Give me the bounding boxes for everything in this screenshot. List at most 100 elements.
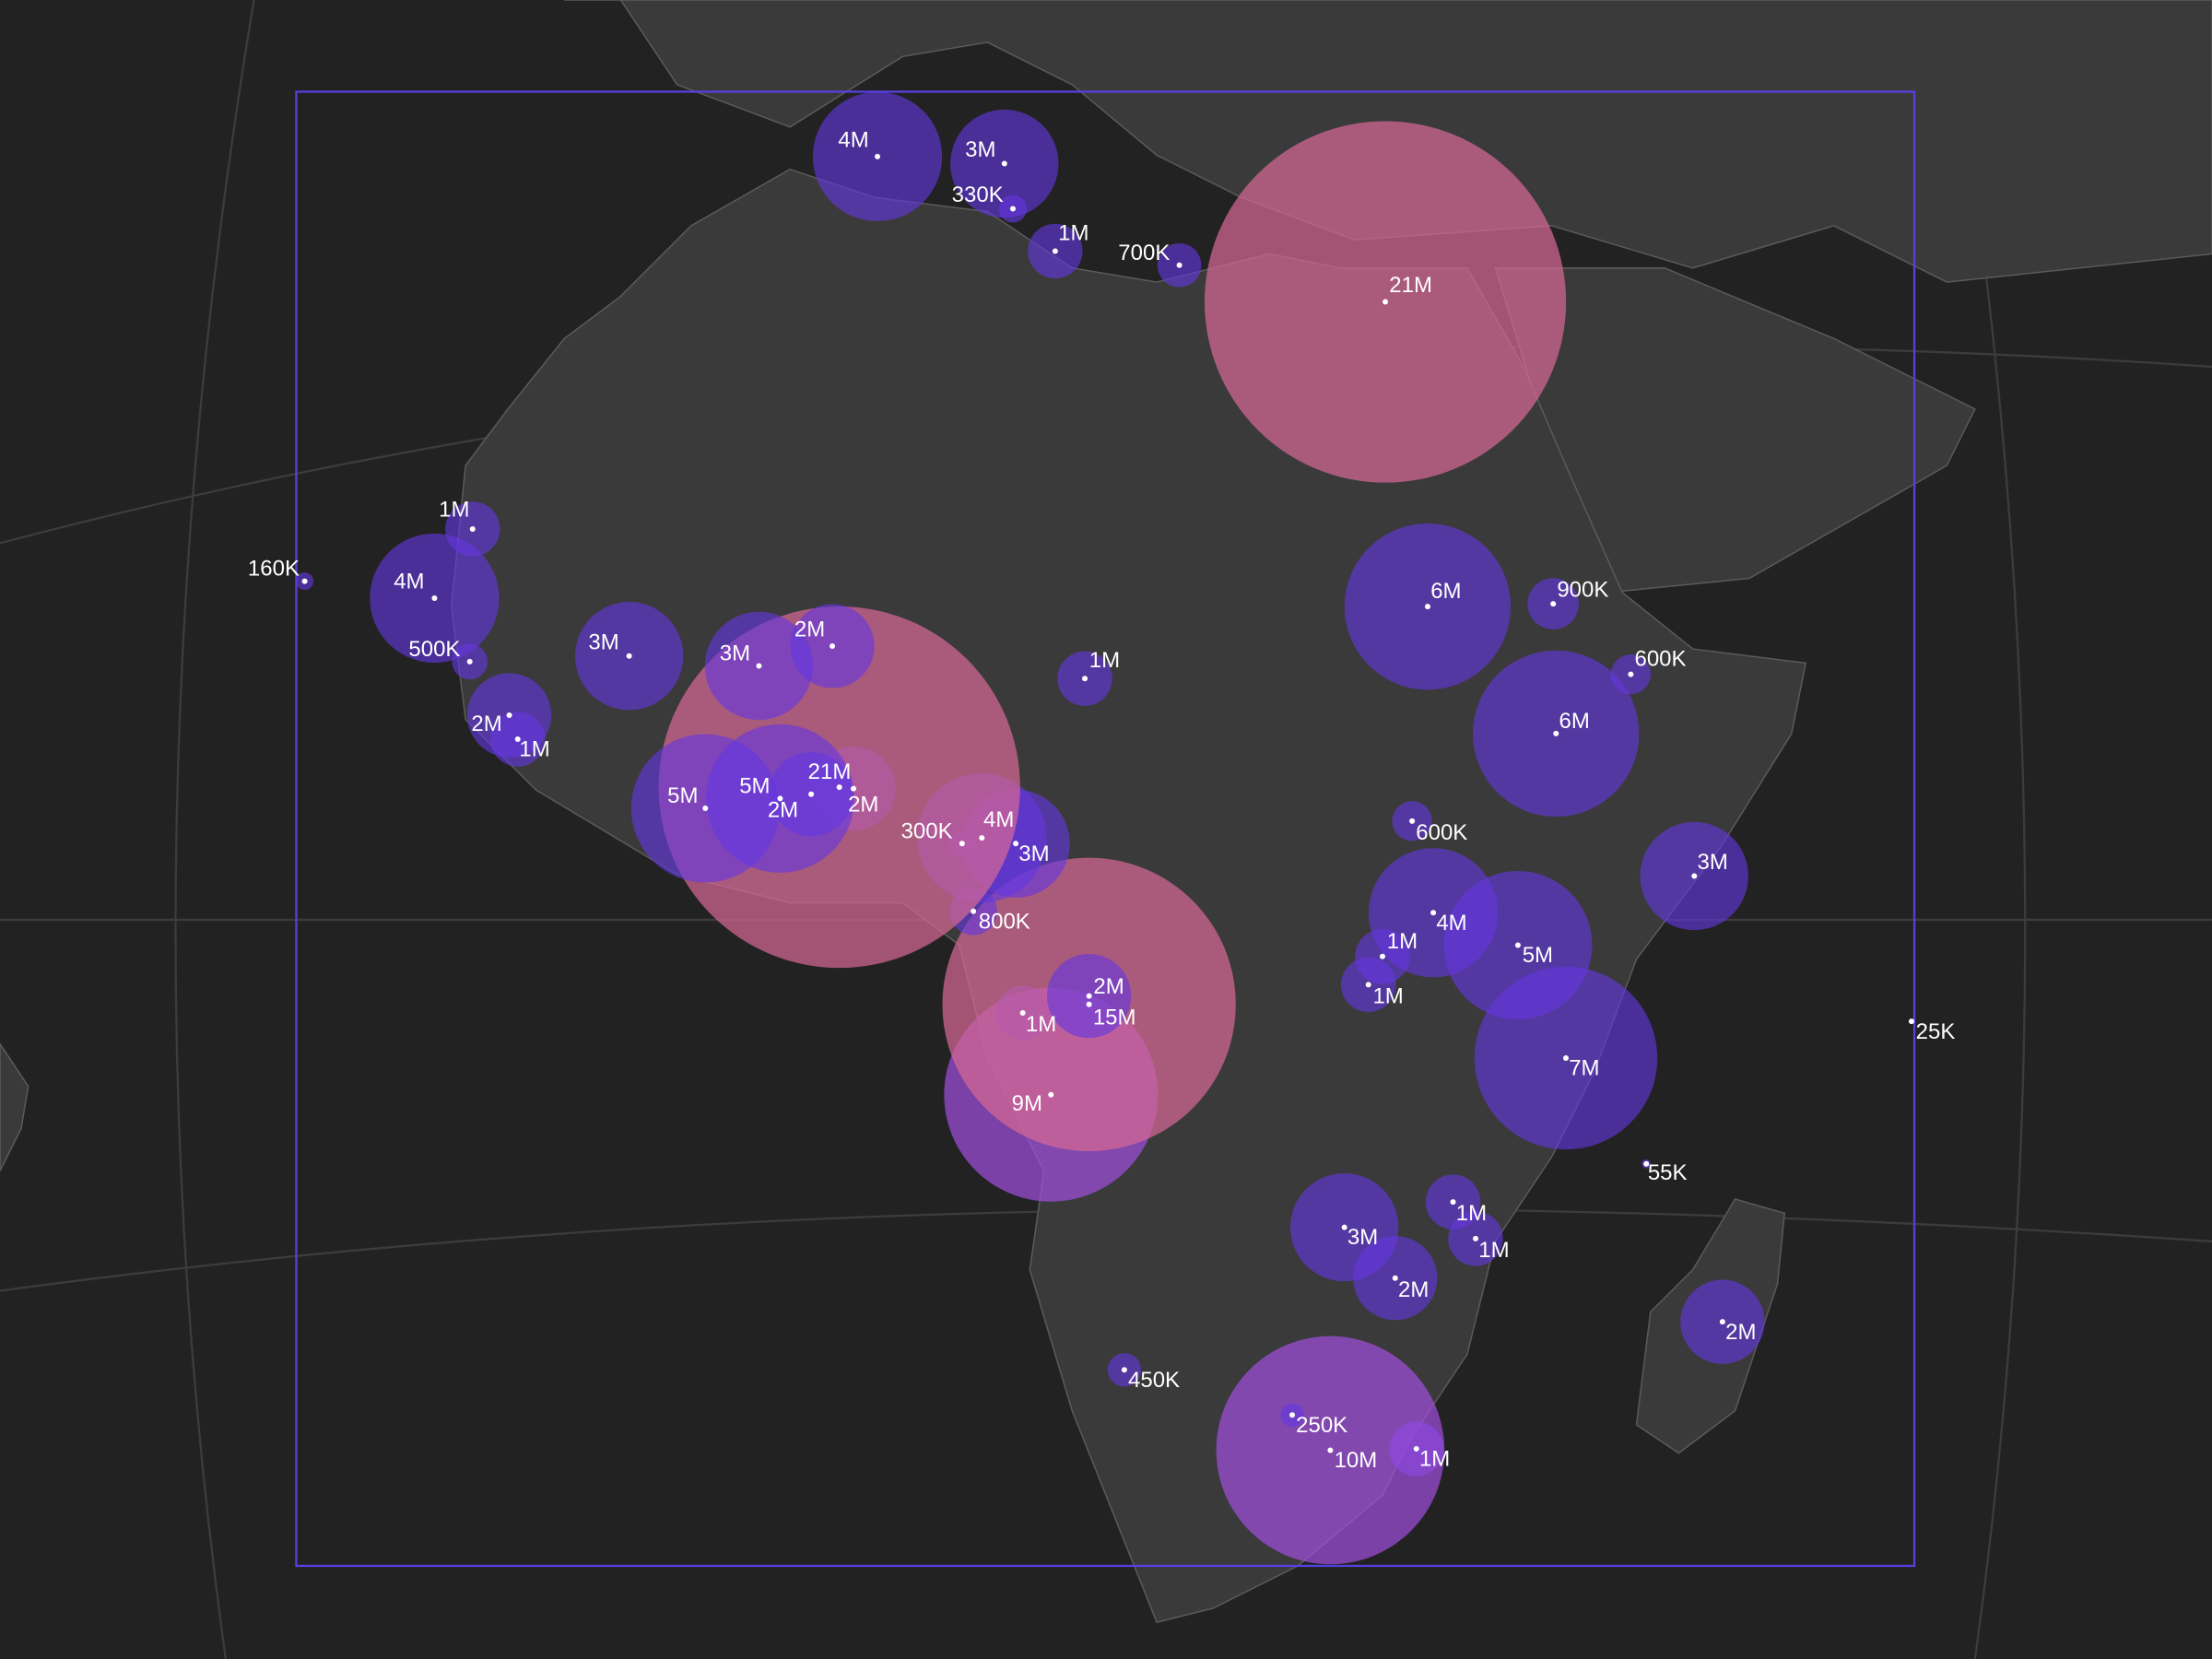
marker-label: 450K bbox=[1128, 1368, 1180, 1393]
marker-label: 1M bbox=[1372, 983, 1403, 1008]
marker-dot bbox=[1643, 1160, 1650, 1167]
marker-label: 1M bbox=[439, 497, 469, 522]
marker-label: 21M bbox=[808, 759, 852, 784]
marker-label: 2M bbox=[794, 618, 825, 642]
marker-dot bbox=[851, 785, 857, 792]
marker-label: 300K bbox=[901, 818, 953, 843]
marker-dot bbox=[959, 841, 965, 847]
marker-dot bbox=[1553, 730, 1559, 736]
marker-dot bbox=[1908, 1018, 1914, 1025]
marker-dot bbox=[1341, 1224, 1347, 1230]
marker-label: 3M bbox=[1697, 850, 1727, 875]
marker-label: 1M bbox=[1387, 929, 1418, 954]
marker-label: 1M bbox=[519, 737, 549, 762]
marker-dot bbox=[1562, 1054, 1569, 1061]
marker-dot bbox=[301, 578, 308, 584]
marker-label: 6M bbox=[1559, 709, 1589, 734]
marker-label: 1M bbox=[1419, 1447, 1450, 1472]
marker-dot bbox=[1013, 841, 1019, 847]
marker-label: 250K bbox=[1296, 1413, 1347, 1438]
marker-label: 1M bbox=[1456, 1201, 1487, 1226]
marker-label: 2M bbox=[1398, 1277, 1429, 1302]
marker-label: 4M bbox=[1436, 911, 1466, 935]
graticule bbox=[174, 0, 255, 1659]
marker-label: 3M bbox=[1018, 841, 1049, 866]
extent-frame bbox=[295, 90, 1916, 1568]
marker-dot bbox=[431, 594, 438, 601]
marker-dot bbox=[1413, 1445, 1419, 1452]
marker-label: 1M bbox=[1089, 648, 1120, 673]
marker-label: 3M bbox=[1347, 1225, 1378, 1250]
marker-dot bbox=[1514, 942, 1521, 948]
marker-dot bbox=[626, 653, 632, 659]
marker-dot bbox=[1052, 248, 1058, 254]
marker-label: 900K bbox=[1557, 578, 1608, 603]
marker-dot bbox=[1365, 982, 1371, 988]
marker-label: 700K bbox=[1118, 241, 1170, 265]
marker-dot bbox=[514, 736, 521, 743]
marker-label: 10M bbox=[1335, 1448, 1378, 1473]
marker-dot bbox=[1019, 1009, 1026, 1016]
marker-dot bbox=[1009, 206, 1016, 212]
marker-label: 600K bbox=[1416, 820, 1467, 845]
marker-dot bbox=[1550, 601, 1557, 607]
marker-label: 21M bbox=[1389, 273, 1432, 298]
marker-label: 15M bbox=[1093, 1005, 1136, 1030]
marker-dot bbox=[1086, 993, 1092, 999]
marker-label: 5M bbox=[1523, 943, 1553, 968]
marker-dot bbox=[1628, 671, 1634, 677]
marker-label: 6M bbox=[1430, 579, 1461, 604]
marker-dot bbox=[1001, 160, 1007, 167]
marker-label: 3M bbox=[588, 629, 618, 654]
marker-dot bbox=[466, 658, 473, 665]
marker-label: 1M bbox=[1478, 1238, 1509, 1263]
marker-dot bbox=[1382, 299, 1389, 305]
marker-dot bbox=[1430, 910, 1437, 916]
marker-label: 800K bbox=[979, 909, 1030, 934]
marker-label: 2M bbox=[1725, 1320, 1756, 1345]
marker-dot bbox=[1719, 1319, 1725, 1325]
marker-dot bbox=[1176, 262, 1182, 268]
marker-dot bbox=[1380, 953, 1385, 959]
marker-dot bbox=[875, 153, 881, 159]
marker-dot bbox=[971, 908, 977, 914]
marker-label: 4M bbox=[394, 569, 424, 594]
marker-label: 2M bbox=[471, 712, 501, 736]
marker-dot bbox=[1289, 1412, 1296, 1418]
marker-dot bbox=[1691, 873, 1698, 879]
marker-dot bbox=[1086, 1001, 1092, 1007]
marker-label: 7M bbox=[1569, 1056, 1599, 1081]
marker-label: 25K bbox=[1916, 1019, 1956, 1044]
marker-label: 55K bbox=[1648, 1160, 1688, 1185]
marker-label: 3M bbox=[720, 641, 750, 666]
marker-dot bbox=[1392, 1275, 1398, 1281]
marker-dot bbox=[836, 784, 842, 791]
marker-dot bbox=[1409, 818, 1416, 824]
marker-dot bbox=[1424, 604, 1430, 610]
marker-label: 1M bbox=[1058, 220, 1088, 245]
marker-dot bbox=[469, 525, 476, 532]
marker-label: 500K bbox=[408, 637, 460, 662]
marker-dot bbox=[1473, 1235, 1479, 1241]
marker-dot bbox=[1327, 1447, 1334, 1453]
marker-dot bbox=[1048, 1091, 1054, 1098]
marker-dot bbox=[506, 712, 512, 719]
marker-label: 2M bbox=[1093, 974, 1124, 999]
marker-label: 4M bbox=[983, 807, 1014, 832]
marker-dot bbox=[830, 643, 836, 650]
marker-label: 600K bbox=[1634, 647, 1686, 672]
marker-label: 160K bbox=[248, 557, 300, 582]
marker-dot bbox=[808, 791, 815, 797]
marker-dot bbox=[702, 806, 709, 812]
marker-label: 9M bbox=[1012, 1091, 1042, 1116]
marker-label: 5M bbox=[739, 773, 770, 798]
marker-label: 5M bbox=[667, 783, 698, 808]
south-america-edge bbox=[0, 1042, 29, 1171]
marker-label: 2M bbox=[848, 792, 878, 817]
marker-label: 1M bbox=[1026, 1012, 1056, 1037]
marker-label: 4M bbox=[838, 127, 868, 152]
marker-dot bbox=[777, 795, 783, 802]
